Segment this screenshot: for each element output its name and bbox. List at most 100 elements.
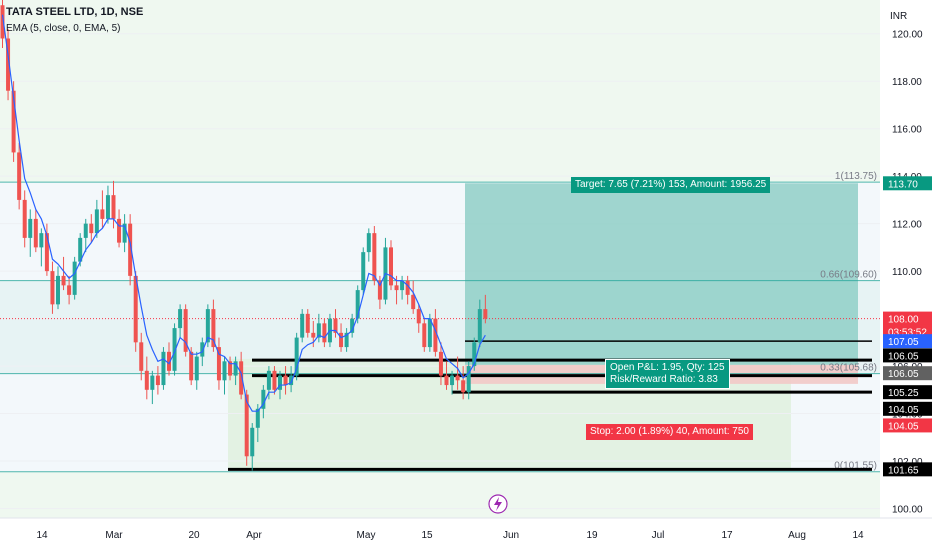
candle <box>450 375 455 386</box>
candle <box>394 285 399 291</box>
price-level-badge <box>883 366 932 381</box>
candle <box>6 38 11 91</box>
candle <box>278 375 282 390</box>
candle <box>167 351 171 371</box>
candle <box>455 375 460 381</box>
candle <box>350 318 355 333</box>
candle <box>222 361 227 381</box>
candle <box>67 285 72 295</box>
candle <box>250 427 255 457</box>
price-axis-bg <box>880 0 932 550</box>
price-level-label: 107.05 <box>888 337 919 348</box>
y-tick-label: 120.00 <box>892 30 923 41</box>
price-level-label: 104.05 <box>888 405 919 416</box>
x-tick-label: 15 <box>421 530 433 541</box>
candle <box>128 223 133 276</box>
candle <box>427 318 432 348</box>
candle <box>316 323 321 338</box>
open-pnl-label[interactable]: Open P&L: 1.95, Qty: 125 Risk/Reward Rat… <box>605 359 730 389</box>
price-level-label: 104.05 <box>888 421 919 432</box>
price-level-label: 105.25 <box>888 388 919 399</box>
x-tick-label: 19 <box>586 530 598 541</box>
candle <box>94 209 99 234</box>
ema-layer <box>1 14 486 412</box>
price-level-badge <box>883 462 932 477</box>
fib-label: 0.66(109.60) <box>820 270 877 281</box>
candle <box>483 309 488 319</box>
candle <box>44 233 49 272</box>
x-tick-label: Mar <box>105 530 123 541</box>
upper-green-zone <box>0 0 880 183</box>
stop-label[interactable]: Stop: 2.00 (1.89%) 40, Amount: 750 <box>586 424 753 440</box>
candle <box>189 351 194 381</box>
indicator-legend[interactable]: EMA (5, close, 0, EMA, 5) <box>6 23 121 34</box>
y-tick-label: 110.00 <box>892 267 922 278</box>
candle <box>389 247 393 286</box>
candle <box>17 152 22 200</box>
candle <box>50 271 55 305</box>
price-level-badge <box>883 311 932 326</box>
candle <box>172 328 177 371</box>
price-level-badge <box>883 334 932 349</box>
y-tick-label: 118.00 <box>892 77 922 88</box>
candle <box>11 90 16 153</box>
candle <box>355 290 360 319</box>
candle <box>366 233 371 253</box>
candle <box>89 223 94 234</box>
candle <box>339 332 344 348</box>
candle <box>472 342 477 367</box>
candle <box>372 233 377 281</box>
candle <box>283 375 288 386</box>
candle <box>233 361 238 376</box>
price-level-label: 03:53:52 <box>888 328 927 339</box>
candle <box>477 309 482 343</box>
candle <box>155 375 160 386</box>
lower-green-zone <box>0 471 880 518</box>
y-tick-label: 116.00 <box>892 125 922 136</box>
candle <box>261 389 266 409</box>
drawing-zones <box>0 183 880 384</box>
candle <box>122 223 127 243</box>
price-level-badge <box>883 401 932 416</box>
candle <box>139 342 144 371</box>
candle <box>433 318 438 352</box>
price-level-label: 106.05 <box>888 369 919 380</box>
candle <box>266 370 271 390</box>
candle <box>216 347 221 381</box>
candle <box>444 375 449 386</box>
candle <box>33 218 38 248</box>
fib-label: 1(113.75) <box>835 171 877 182</box>
candle <box>178 309 183 329</box>
price-level-badge <box>883 176 932 191</box>
candle <box>61 275 66 286</box>
target-label[interactable]: Target: 7.65 (7.21%) 153, Amount: 1956.2… <box>571 177 771 193</box>
y-tick-label: 112.00 <box>892 220 922 231</box>
price-level-badge <box>883 385 932 400</box>
candle <box>300 313 305 338</box>
candle <box>83 223 88 238</box>
candle <box>311 332 316 338</box>
candle <box>333 318 338 333</box>
candle <box>100 209 105 219</box>
candle <box>200 342 205 357</box>
ema-line <box>1 14 486 412</box>
lightning-icon <box>488 494 508 514</box>
x-tick-label: May <box>357 530 376 541</box>
symbol-title: TATA STEEL LTD, 1D, NSE <box>6 6 144 18</box>
candle <box>111 195 116 219</box>
candle <box>255 408 260 428</box>
price-level-label: 106.05 <box>888 351 919 362</box>
candle <box>78 237 83 262</box>
x-tick-label: Jun <box>503 530 519 541</box>
candle <box>244 394 249 457</box>
fib-label: 0.33(105.68) <box>820 363 877 374</box>
x-tick-label: 14 <box>36 530 48 541</box>
time-axis: 14 Mar 20 Apr May 15 Jun 19 Jul 17 Aug 14 <box>0 494 932 541</box>
candle <box>183 309 188 352</box>
x-tick-label: Aug <box>788 530 806 541</box>
candle <box>239 361 244 395</box>
x-tick-label: 17 <box>721 530 733 541</box>
candle <box>0 5 5 39</box>
